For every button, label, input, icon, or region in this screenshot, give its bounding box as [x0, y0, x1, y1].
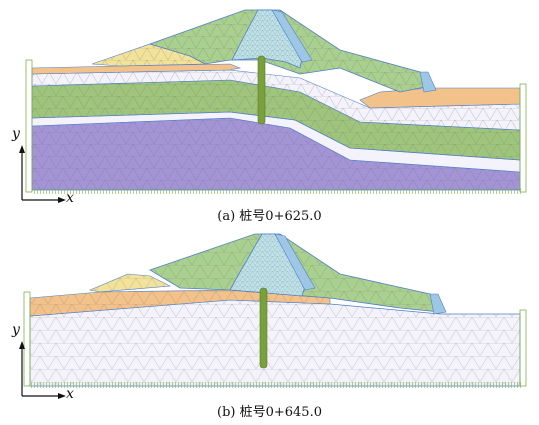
- filter-strip: [271, 9, 313, 63]
- y-axis-label-b: y: [12, 322, 20, 338]
- right-boundary-a: [519, 83, 527, 193]
- bottom-boundary-b: [30, 382, 522, 388]
- orange-layer-right: [359, 87, 521, 109]
- bottom-boundary-a: [32, 188, 522, 194]
- section-diagram-a: [19, 9, 527, 203]
- caption-b: (b) 桩号0+645.0: [217, 405, 322, 420]
- x-axis-arrow-a: [58, 197, 66, 203]
- x-axis-arrow-b: [58, 393, 66, 399]
- downstream-toe-b: [429, 293, 447, 315]
- panel-a: y x (a) 桩号0+625.0: [12, 9, 527, 224]
- section-diagram-b: [19, 233, 527, 399]
- pile-b: [259, 287, 268, 369]
- right-boundary-b: [519, 309, 527, 387]
- left-boundary-a: [25, 59, 33, 193]
- x-axis-label-b: x: [66, 386, 74, 402]
- panel-b: y x (b) 桩号0+645.0: [0, 226, 539, 425]
- downstream-toe: [419, 71, 437, 93]
- y-axis-label-a: y: [12, 126, 20, 142]
- x-axis-label-a: x: [66, 190, 74, 206]
- caption-a: (a) 桩号0+625.0: [217, 209, 322, 224]
- left-boundary-b: [23, 291, 31, 387]
- pile-a: [257, 55, 266, 125]
- y-axis-arrow-a: [19, 145, 25, 153]
- y-axis-arrow-b: [19, 341, 25, 349]
- filter-strip-b: [274, 233, 316, 291]
